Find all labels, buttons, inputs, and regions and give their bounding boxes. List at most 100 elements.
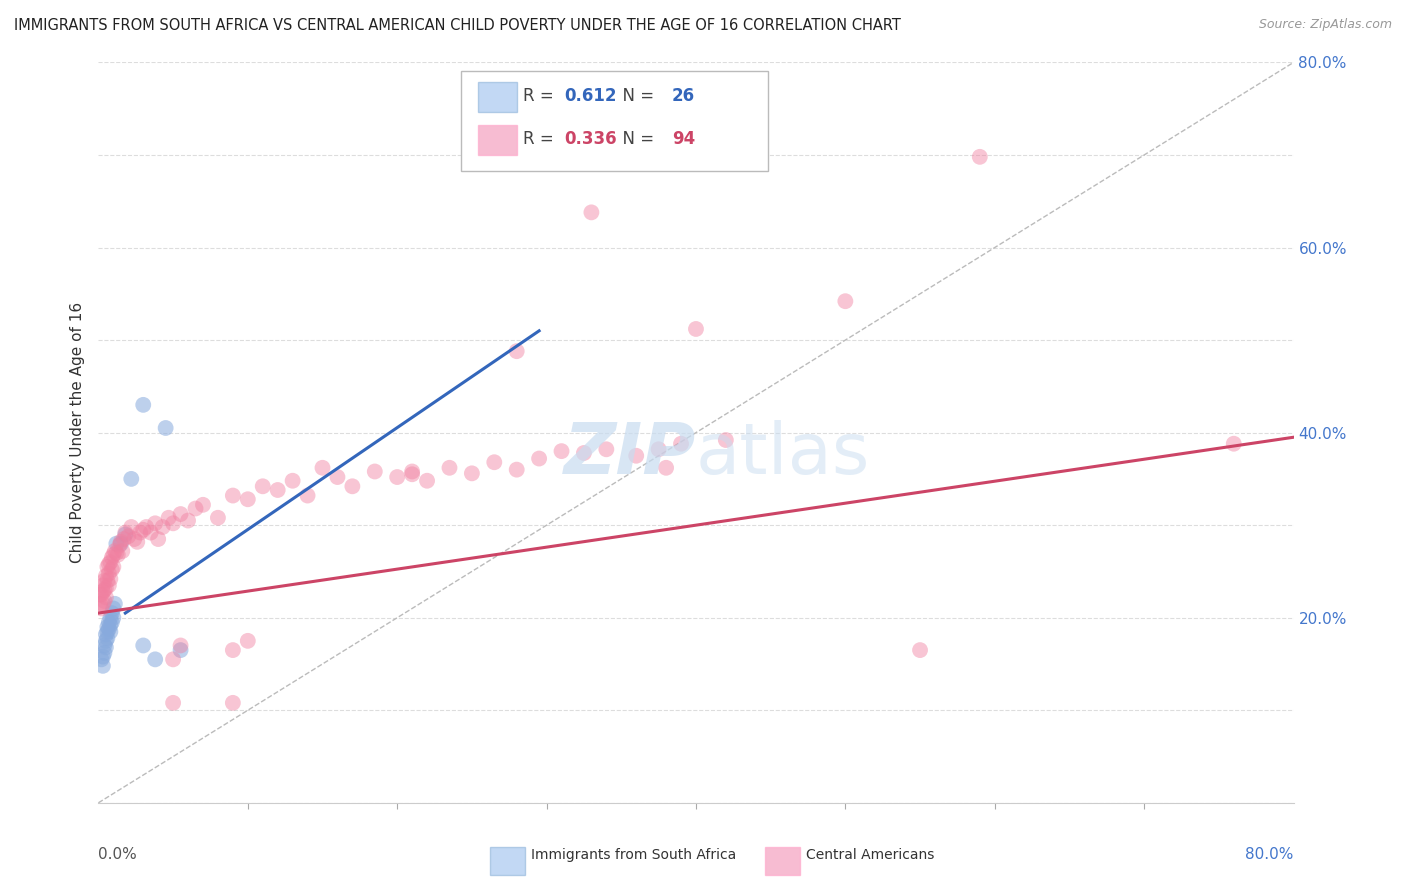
Point xyxy=(401,465,423,479)
Point xyxy=(135,520,157,534)
Point xyxy=(184,501,207,516)
Text: N =: N = xyxy=(613,87,659,105)
Point xyxy=(385,470,409,484)
Y-axis label: Child Poverty Under the Age of 16: Child Poverty Under the Age of 16 xyxy=(69,302,84,563)
Point xyxy=(97,566,120,581)
Point xyxy=(110,534,132,549)
Point xyxy=(101,563,124,577)
Point xyxy=(114,527,136,541)
FancyBboxPatch shape xyxy=(478,125,517,154)
Point xyxy=(132,523,155,537)
Point xyxy=(93,582,115,597)
Point xyxy=(112,532,135,546)
Point xyxy=(114,525,136,540)
Point xyxy=(364,465,387,479)
Point xyxy=(93,574,115,588)
Point xyxy=(143,516,166,531)
Point xyxy=(129,525,152,540)
Text: atlas: atlas xyxy=(696,420,870,490)
Point xyxy=(101,615,124,630)
Point xyxy=(91,578,114,592)
Point xyxy=(91,597,114,611)
Point xyxy=(96,559,118,574)
Point xyxy=(96,574,118,588)
Point xyxy=(105,536,128,550)
Point xyxy=(177,514,200,528)
Point xyxy=(461,467,484,481)
Point xyxy=(152,520,174,534)
Point xyxy=(127,534,149,549)
Text: 80.0%: 80.0% xyxy=(1246,847,1294,863)
Text: Immigrants from South Africa: Immigrants from South Africa xyxy=(531,847,737,862)
Text: R =: R = xyxy=(523,129,558,148)
Point xyxy=(326,470,349,484)
Point xyxy=(98,624,122,639)
Point xyxy=(107,548,129,562)
Text: 0.336: 0.336 xyxy=(565,129,617,148)
Point xyxy=(96,620,118,634)
Point xyxy=(155,421,177,435)
Point xyxy=(506,462,529,476)
Point xyxy=(669,436,692,450)
Point xyxy=(90,652,112,666)
Point xyxy=(595,442,617,457)
Point xyxy=(91,649,114,664)
Point xyxy=(108,539,131,553)
Point xyxy=(105,546,128,560)
Point xyxy=(132,639,155,653)
Point xyxy=(101,550,124,565)
Point xyxy=(124,532,146,546)
Point xyxy=(401,467,423,482)
Point xyxy=(104,544,127,558)
Point xyxy=(281,474,304,488)
Point xyxy=(191,498,214,512)
Point xyxy=(834,294,856,309)
Point xyxy=(157,510,180,524)
Point xyxy=(93,646,115,660)
Text: IMMIGRANTS FROM SOUTH AFRICA VS CENTRAL AMERICAN CHILD POVERTY UNDER THE AGE OF : IMMIGRANTS FROM SOUTH AFRICA VS CENTRAL … xyxy=(14,18,901,33)
Point xyxy=(96,624,118,639)
Point xyxy=(98,555,122,569)
Point xyxy=(416,474,439,488)
Point xyxy=(236,633,259,648)
Point xyxy=(98,618,122,632)
Point xyxy=(96,631,118,645)
Point xyxy=(101,606,124,620)
Point xyxy=(484,455,506,469)
Point xyxy=(103,559,125,574)
Text: 0.0%: 0.0% xyxy=(98,847,138,863)
Point xyxy=(506,344,529,359)
Point xyxy=(91,584,114,599)
Point xyxy=(169,507,191,521)
Point xyxy=(908,643,931,657)
Point xyxy=(550,444,572,458)
Point xyxy=(207,510,229,524)
Text: Central Americans: Central Americans xyxy=(806,847,935,862)
Point xyxy=(311,460,333,475)
Point xyxy=(148,532,170,546)
Text: ZIP: ZIP xyxy=(564,420,696,490)
FancyBboxPatch shape xyxy=(765,847,800,875)
Point xyxy=(342,479,364,493)
Text: R =: R = xyxy=(523,87,558,105)
Point xyxy=(94,640,117,655)
Point xyxy=(97,615,120,630)
Point xyxy=(222,643,245,657)
Point xyxy=(1223,436,1246,450)
Point xyxy=(97,557,120,571)
Point xyxy=(162,652,184,666)
Text: 0.612: 0.612 xyxy=(565,87,617,105)
Point xyxy=(120,472,142,486)
Point xyxy=(93,594,115,608)
Point xyxy=(572,446,595,460)
Point xyxy=(111,544,134,558)
Point xyxy=(222,696,245,710)
Text: 26: 26 xyxy=(672,87,695,105)
Point xyxy=(162,516,184,531)
FancyBboxPatch shape xyxy=(461,70,768,170)
Text: 94: 94 xyxy=(672,129,696,148)
Point xyxy=(103,601,125,615)
Point xyxy=(655,460,678,475)
Point xyxy=(90,588,112,602)
Text: N =: N = xyxy=(613,129,659,148)
